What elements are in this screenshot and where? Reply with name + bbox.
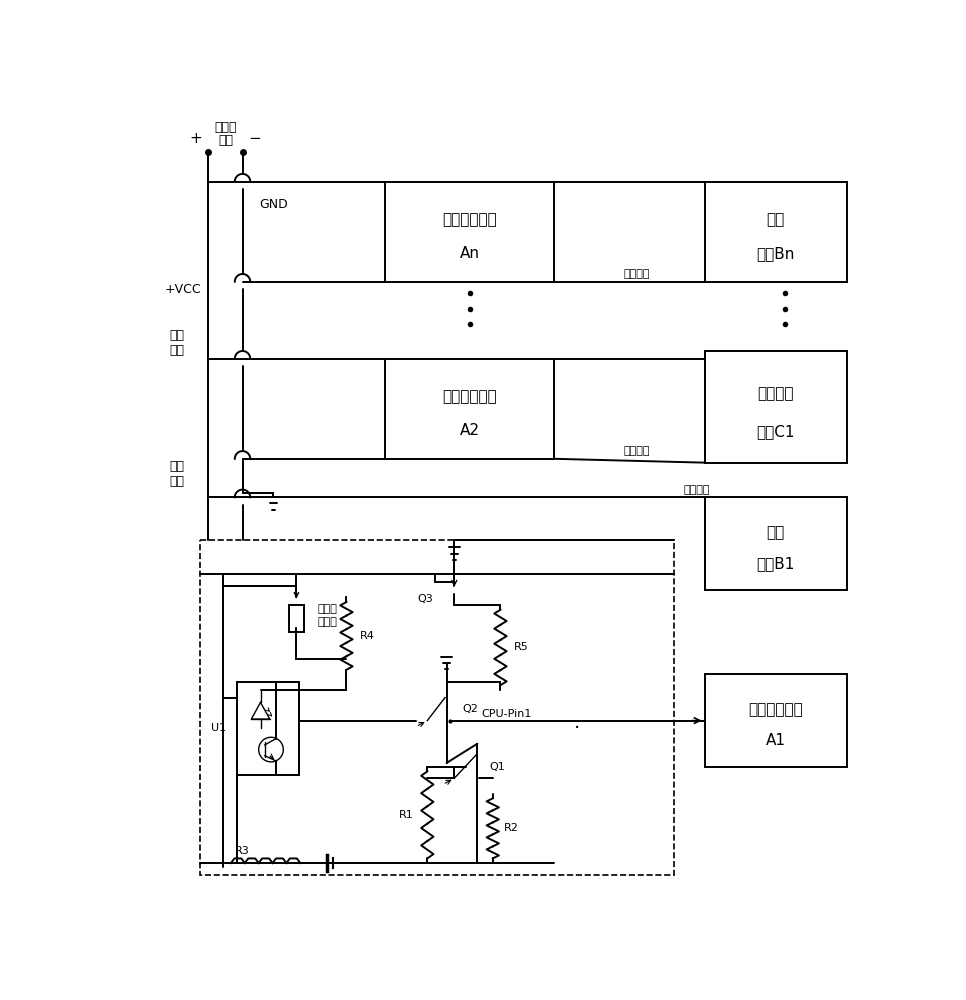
- Text: A1: A1: [766, 733, 785, 748]
- Text: 隔离保护电路: 隔离保护电路: [749, 702, 803, 717]
- Text: ·: ·: [575, 719, 581, 738]
- Bar: [704, 351, 847, 463]
- Text: 入端: 入端: [218, 134, 233, 147]
- Bar: [237, 682, 298, 774]
- Text: Q1: Q1: [489, 762, 504, 772]
- Text: 保险丝: 保险丝: [318, 617, 338, 627]
- Text: 隔离保护电路: 隔离保护电路: [442, 389, 497, 404]
- Text: 节点输出: 节点输出: [684, 485, 710, 495]
- Text: 总线: 总线: [170, 344, 185, 358]
- Text: +VCC: +VCC: [165, 283, 202, 296]
- Text: 自恢复: 自恢复: [318, 604, 338, 614]
- Text: 节点输出: 节点输出: [624, 269, 650, 279]
- Bar: [704, 182, 847, 282]
- Text: −: −: [248, 131, 261, 146]
- Text: 电源: 电源: [170, 460, 185, 473]
- Bar: [704, 497, 847, 590]
- Text: 节点: 节点: [767, 525, 784, 540]
- Bar: [385, 359, 554, 459]
- Text: 负载B1: 负载B1: [756, 556, 795, 571]
- Text: Q3: Q3: [417, 594, 433, 604]
- Text: R2: R2: [504, 823, 519, 833]
- Text: 隔离保护电路: 隔离保护电路: [442, 212, 497, 227]
- Text: 备用节点: 备用节点: [757, 386, 794, 401]
- Text: R3: R3: [235, 846, 249, 856]
- Text: Q2: Q2: [462, 704, 478, 714]
- Bar: [385, 182, 554, 282]
- Text: U1: U1: [212, 723, 226, 733]
- Bar: [704, 674, 847, 767]
- Text: An: An: [460, 246, 480, 261]
- Text: CPU-Pin1: CPU-Pin1: [481, 709, 531, 719]
- Text: 节点: 节点: [767, 212, 784, 227]
- Bar: [289, 605, 304, 632]
- Text: A2: A2: [460, 423, 480, 438]
- Text: R4: R4: [360, 631, 375, 641]
- Text: 节点输出: 节点输出: [624, 446, 650, 456]
- Text: 负载Bn: 负载Bn: [756, 246, 795, 261]
- Text: +: +: [189, 131, 202, 146]
- Text: R1: R1: [399, 810, 413, 820]
- Text: R5: R5: [514, 642, 529, 652]
- Text: GND: GND: [260, 198, 288, 211]
- Bar: [200, 540, 673, 875]
- Text: 电源: 电源: [170, 329, 185, 342]
- Text: 电源输: 电源输: [214, 121, 237, 134]
- Text: 总线: 总线: [170, 475, 185, 488]
- Text: 负载C1: 负载C1: [756, 424, 795, 439]
